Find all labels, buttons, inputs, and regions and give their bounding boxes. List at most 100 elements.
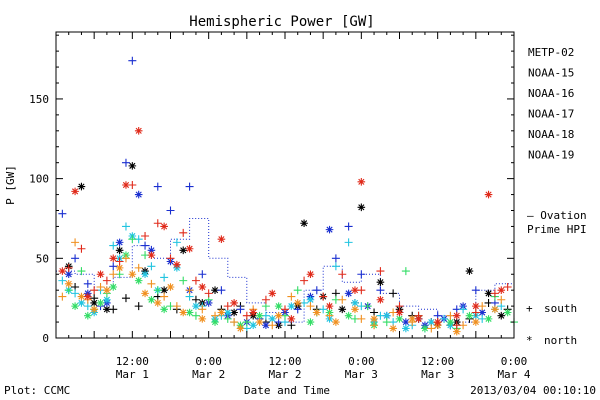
north-point [198,315,207,323]
south-point [58,276,67,285]
north-point [325,225,334,234]
north-point [332,318,340,326]
north-point [484,315,493,323]
marker-legend-north-symbol: * [526,334,533,347]
north-point [274,302,283,310]
north-point [141,289,149,298]
south-point [344,222,353,231]
south-point [172,302,181,311]
y-axis: 0 50 100 150 [29,34,514,345]
south-point [77,244,86,253]
north-point [211,286,219,294]
south-point [77,267,86,276]
north-point [173,260,181,269]
north-point [351,305,359,314]
north-point [287,302,296,310]
north-point [357,178,366,186]
south-point [459,305,468,314]
south-point [90,286,99,295]
north-point [77,182,86,191]
south-point [331,262,340,271]
north-point [344,311,353,320]
north-point [376,295,385,304]
x-tick-label-time: 0:00 [348,355,375,368]
south-point [166,206,175,215]
north-point [313,308,321,317]
north-point [115,246,124,255]
south-point [363,302,372,311]
north-point [255,318,264,326]
north-point [198,283,207,291]
south-point [153,219,162,228]
north-point [64,280,73,288]
south-point [319,292,328,301]
north-point [408,315,417,323]
ovation-legend-line1: — Ovation [527,209,587,222]
series-noaa-19 [58,127,512,330]
north-point [357,203,366,212]
data-points-layer [58,56,518,336]
south-point [223,302,232,311]
north-point [217,308,226,317]
legend-entry: NOAA-19 [528,149,574,162]
north-point [452,311,461,320]
south-point [58,292,67,301]
legend-entry: NOAA-17 [528,108,574,121]
north-point [147,246,156,255]
north-point [230,308,238,317]
south-point [242,311,251,320]
legend-entry: NOAA-18 [528,128,574,141]
south-point [160,292,169,301]
north-point [370,315,378,323]
north-point [128,270,137,279]
south-point [160,273,169,282]
north-point [115,238,124,247]
south-point [293,286,302,295]
south-point [217,286,226,295]
north-point [402,324,410,333]
north-point [344,289,353,298]
south-point [147,279,156,288]
south-point [471,286,480,295]
south-point [121,222,130,231]
north-point [103,305,111,314]
south-point [115,257,124,266]
x-tick-label-time: 12:00 [116,355,149,368]
south-point [191,311,200,320]
south-point [71,238,80,247]
marker-legend-south-label: south [544,302,577,315]
south-point [287,292,296,301]
north-point [134,127,143,135]
north-point [179,246,188,255]
footer-plot-credit: Plot: CCMC [4,384,70,397]
south-point [357,314,366,323]
north-point [84,292,92,301]
south-point [319,305,328,314]
ovation-legend-line2: Prime HPI [527,223,587,236]
south-point [440,314,449,323]
south-point [179,228,188,237]
south-point [141,232,150,240]
north-point [103,295,111,304]
north-point [351,286,359,294]
north-point [465,267,474,275]
y-tick-label: 100 [29,173,49,186]
south-point [147,262,156,271]
south-point [401,267,410,276]
north-point [446,318,455,326]
north-point [293,299,302,307]
north-point [249,308,257,317]
south-point [109,262,118,271]
south-point [96,283,105,291]
south-point [452,321,461,330]
x-tick-label-date: Mar 2 [268,368,301,381]
south-point [198,305,207,314]
north-point [402,318,410,326]
south-point [121,254,130,263]
south-point [306,302,315,311]
legend-entry: NOAA-15 [528,67,574,80]
marker-legend-south-symbol: + [526,302,533,315]
north-point [90,305,98,314]
north-point [58,267,67,275]
